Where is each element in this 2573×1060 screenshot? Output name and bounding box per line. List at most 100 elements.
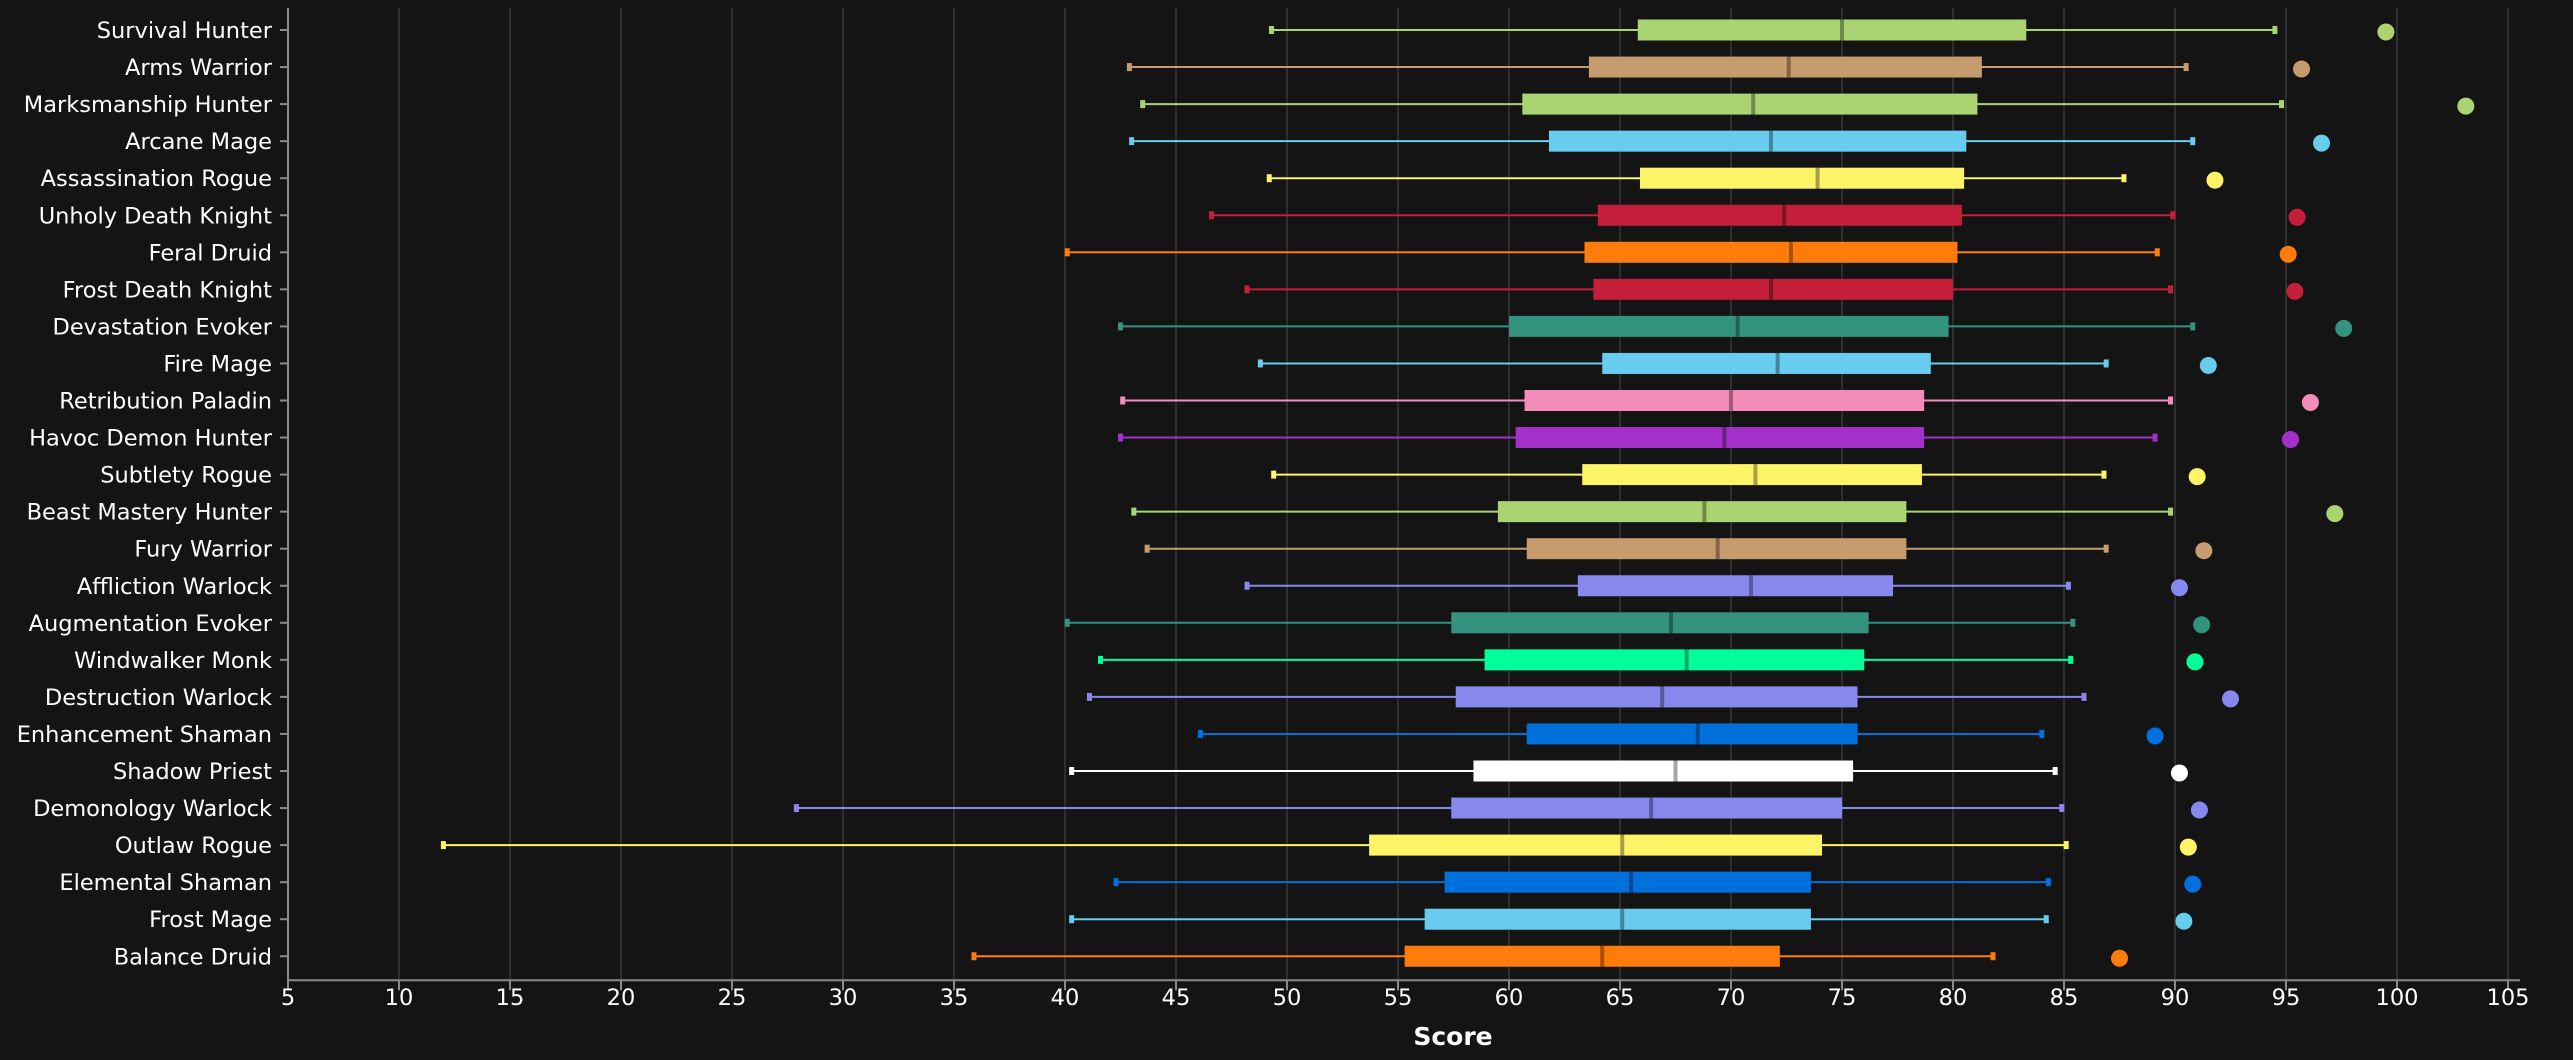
outlier-point	[2175, 912, 2193, 930]
whisker-cap-min	[1271, 470, 1277, 479]
tick-labels: 5 10 15 20 25 30 35 40 45 50 55 60 65 70 75 80 85 90 95 100…	[281, 985, 2530, 1011]
outlier-point	[2188, 468, 2206, 486]
outlier-point	[2184, 875, 2202, 893]
box-group	[1257, 352, 2217, 374]
whisker-cap-min	[1268, 26, 1274, 34]
whisker-cap-min	[1118, 322, 1123, 331]
box-marks	[440, 19, 2475, 967]
x-tick-label: 30	[829, 985, 858, 1011]
box-iqr	[1597, 204, 1962, 226]
outlier-point	[2288, 208, 2306, 226]
category-labels: Survival Hunter Arms Warrior Marksmanship …	[17, 18, 273, 970]
whisker-cap-max	[2168, 507, 2174, 516]
box-iqr	[1509, 315, 1949, 337]
outlier-point	[2281, 431, 2299, 449]
whisker-cap-min	[1118, 433, 1123, 442]
x-tick-label: 40	[1051, 985, 1080, 1011]
x-tick-label: 75	[1828, 985, 1857, 1011]
x-tick-label: 70	[1717, 985, 1746, 1011]
x-tick-label: 105	[2487, 985, 2530, 1011]
box-group	[1144, 538, 2213, 560]
box-group	[1098, 649, 2204, 671]
whisker-cap-max	[2068, 655, 2074, 664]
box-iqr	[1639, 167, 1965, 189]
x-tick-label: 5	[281, 985, 295, 1011]
box-iqr	[1424, 908, 1811, 930]
axes	[280, 8, 2520, 991]
box-group	[1244, 278, 2304, 300]
box-group	[1209, 204, 2306, 226]
whisker-cap-max	[2039, 729, 2045, 738]
whisker-cap-max	[2103, 544, 2109, 553]
category-label: Havoc Demon Hunter	[29, 426, 273, 452]
box-group	[1064, 612, 2211, 634]
whisker-cap-min	[1257, 359, 1263, 368]
outlier-point	[2286, 282, 2304, 300]
whisker-cap-max	[2070, 618, 2076, 627]
whisker-cap-min	[1144, 544, 1150, 553]
whisker-cap-max	[2170, 211, 2176, 220]
box-iqr	[1588, 56, 1982, 78]
outlier-point	[2190, 801, 2208, 819]
whisker-cap-min	[1209, 211, 1215, 220]
whisker-cap-min	[1069, 767, 1075, 775]
box-iqr	[1577, 575, 1894, 597]
x-tick-label: 10	[385, 985, 414, 1011]
outlier-point	[2457, 97, 2475, 115]
outlier-point	[2195, 542, 2213, 560]
box-group	[1118, 427, 2299, 449]
x-tick-label: 90	[2161, 985, 2190, 1011]
x-tick-label: 45	[1162, 985, 1191, 1011]
outlier-point	[2199, 356, 2217, 374]
whisker-cap-max	[2103, 359, 2109, 368]
outlier-point	[2111, 949, 2128, 967]
whisker-cap-max	[2065, 581, 2071, 590]
box-group	[1131, 501, 2344, 523]
x-tick-label: 25	[718, 985, 747, 1011]
category-label: Devastation Evoker	[53, 314, 273, 340]
x-tick-label: 55	[1384, 985, 1413, 1011]
box-group	[1113, 871, 2202, 893]
category-label: Balance Druid	[114, 944, 272, 970]
x-tick-label: 80	[1939, 985, 1968, 1011]
box-iqr	[1455, 686, 1858, 708]
box-iqr	[1451, 612, 1869, 634]
box-iqr	[1582, 464, 1922, 486]
box-group	[1197, 723, 2164, 745]
box-group	[1244, 575, 2188, 597]
whisker-cap-min	[1069, 915, 1075, 924]
outlier-point	[2313, 134, 2331, 152]
box-group	[1266, 167, 2224, 189]
whisker-cap-max	[2168, 285, 2174, 294]
box-group	[1126, 56, 2311, 78]
whisker-cap-min	[971, 952, 977, 961]
category-label: Destruction Warlock	[45, 685, 272, 711]
outlier-point	[2293, 60, 2311, 78]
whisker-cap-min	[1244, 581, 1250, 590]
box-group	[1118, 315, 2353, 337]
category-label: Unholy Death Knight	[39, 203, 272, 229]
outlier-point	[2279, 245, 2297, 263]
category-label: Windwalker Monk	[74, 648, 272, 674]
outlier-point	[2335, 319, 2353, 337]
outlier-point	[2170, 579, 2188, 597]
category-label: Elemental Shaman	[59, 870, 272, 896]
box-iqr	[1524, 390, 1925, 411]
whisker-cap-max	[2045, 878, 2051, 887]
category-label: Affliction Warlock	[77, 574, 272, 600]
box-iqr	[1593, 278, 1953, 300]
whisker-cap-max	[2059, 804, 2065, 813]
category-label: Feral Druid	[149, 240, 272, 266]
box-iqr	[1522, 93, 1978, 115]
category-label: Beast Mastery Hunter	[27, 500, 273, 526]
category-label: Enhancement Shaman	[17, 722, 272, 748]
whisker-cap-max	[2121, 174, 2127, 183]
box-iqr	[1484, 649, 1865, 671]
box-group	[1120, 390, 2319, 411]
box-iqr	[1526, 538, 1907, 560]
box-iqr	[1526, 723, 1858, 745]
whisker-cap-min	[793, 804, 799, 813]
category-label: Outlaw Rogue	[115, 833, 272, 859]
category-label: Fury Warrior	[134, 537, 272, 563]
